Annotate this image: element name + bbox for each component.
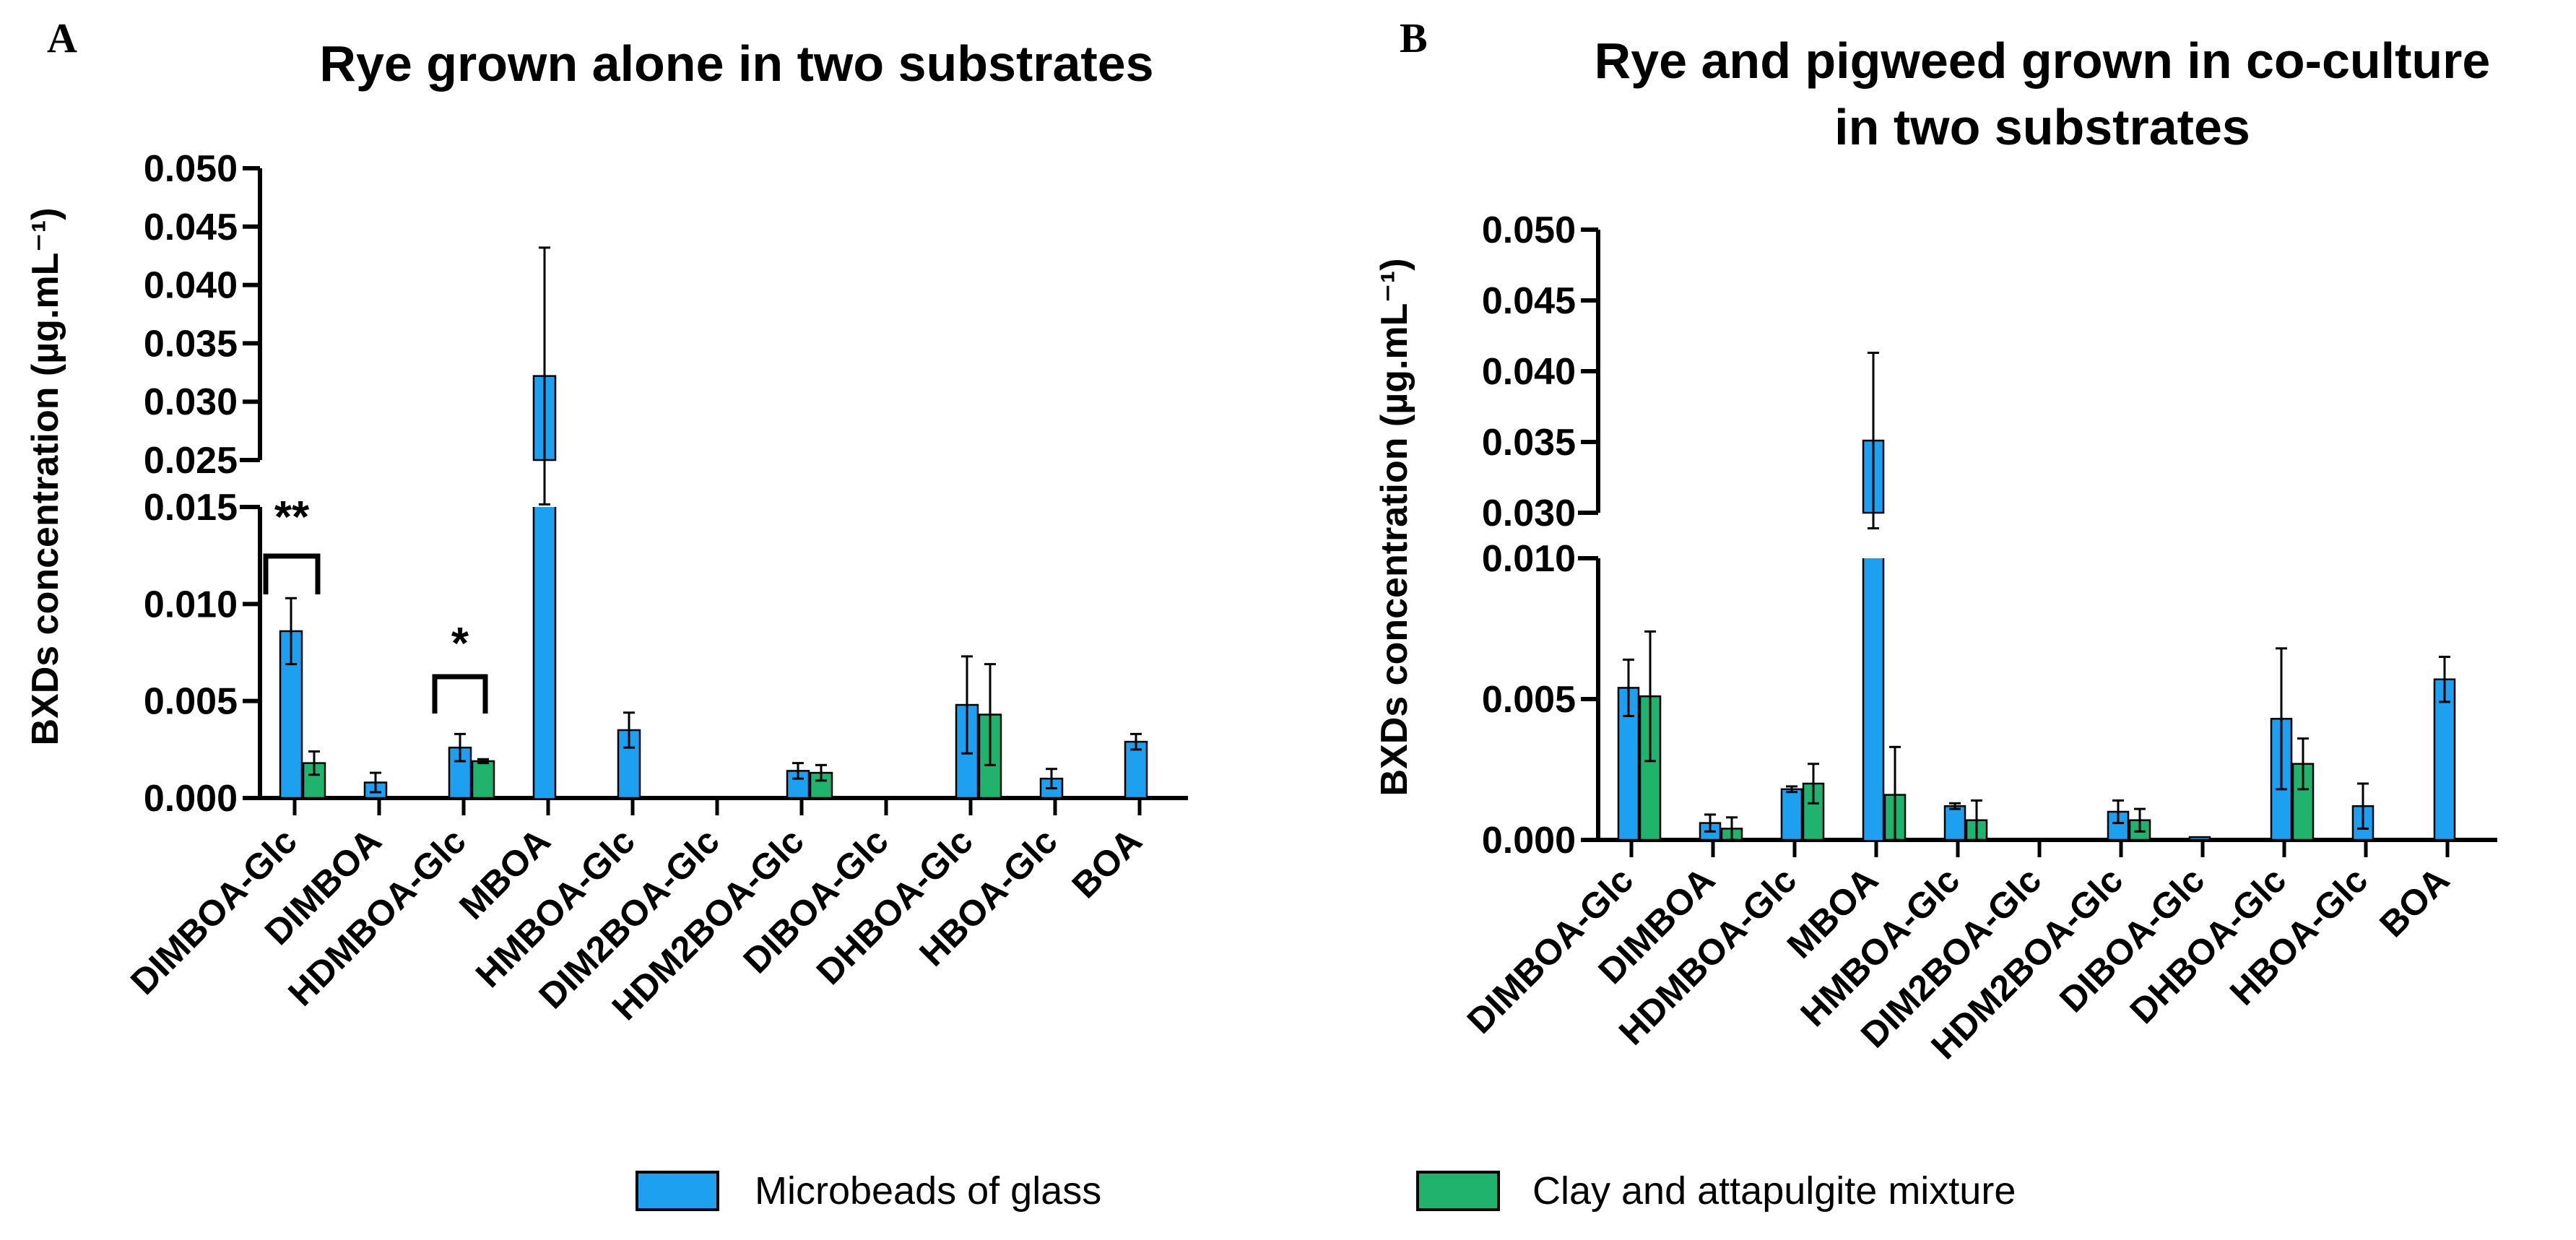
panel-a-y-tick-label-lower-2: 0.010 [144, 584, 238, 625]
panel-b-y-tick-label-upper-4: 0.050 [1482, 209, 1576, 251]
panel-a-bar-lower-s0-c3 [534, 507, 555, 798]
panel-a-y-tick-label-lower-3: 0.015 [144, 487, 238, 529]
legend-label-clay: Clay and attapulgite mixture [1532, 1169, 2016, 1213]
panel-b-title-line2: in two substrates [1834, 99, 2250, 155]
panel-b-y-tick-label-upper-2: 0.040 [1482, 351, 1576, 393]
panel-b-letter: B [1400, 14, 1428, 61]
panel-b-bar-lower-s0-c3 [1863, 558, 1883, 840]
panel-a-significance-label-1: * [451, 619, 469, 669]
panel-b-y-tick-label-lower-0: 0.000 [1482, 820, 1576, 862]
panel-a-chart: 0.000 0.005 0.010 0.015 0.025 0.030 0.035 0.040… [25, 148, 1188, 1028]
panel-a-y-tick-label-upper-5: 0.050 [144, 148, 238, 190]
legend-label-microbeads: Microbeads of glass [755, 1169, 1101, 1213]
panel-a-y-tick-label-upper-3: 0.040 [144, 265, 238, 307]
panel-b-y-tick-label-upper-0: 0.030 [1482, 493, 1576, 534]
panel-a-y-tick-label-lower-0: 0.000 [144, 778, 238, 820]
panel-b-y-tick-label-upper-1: 0.035 [1482, 422, 1576, 464]
panel-a-significance-bracket-0 [263, 553, 321, 594]
panel-b-bar-s0-c7 [2188, 836, 2211, 841]
panel-a-y-tick-label-upper-4: 0.045 [144, 207, 238, 248]
panel-b-bar-s0-c4 [1943, 805, 1966, 841]
panel-b-bar-s0-c10 [2433, 678, 2456, 841]
panel-a-category-label-10: BOA [1064, 820, 1150, 906]
panel-b-bar-s0-c2 [1780, 788, 1803, 841]
panel-b-category-label-10: BOA [2372, 859, 2457, 945]
panel-a-y-tick-label-upper-2: 0.035 [144, 323, 238, 365]
panel-a-bar-s0-c2 [448, 746, 472, 799]
panel-b-y-tick-label-lower-2: 0.010 [1482, 538, 1576, 580]
panel-a-bar-s1-c2 [471, 760, 495, 799]
panel-a-title: Rye grown alone in two substrates [319, 35, 1153, 92]
panel-a-y-tick-label-lower-1: 0.005 [144, 681, 238, 723]
panel-b-title-line1: Rye and pigweed grown in co-culture [1595, 32, 2491, 89]
panel-a-y-axis-label: BXDs concentration (µg.mL⁻¹) [25, 208, 66, 746]
legend-swatch-clay [1416, 1171, 1500, 1211]
panel-b-y-axis-label: BXDs concentration (µg.mL⁻¹) [1374, 259, 1415, 797]
panel-a-letter: A [47, 14, 77, 61]
panel-a-significance-bracket-1 [432, 674, 488, 714]
panel-b-y-tick-label-upper-3: 0.045 [1482, 280, 1576, 322]
panel-a-significance-label-0: ** [274, 493, 310, 542]
legend: Microbeads of glass Clay and attapulgite… [636, 1169, 2016, 1213]
panel-a-bar-s0-c10 [1124, 740, 1148, 799]
panel-b-y-tick-label-lower-1: 0.005 [1482, 679, 1576, 721]
panel-a-y-tick-label-upper-0: 0.025 [144, 440, 238, 482]
panel-a-y-tick-label-upper-1: 0.030 [144, 381, 238, 423]
legend-swatch-microbeads [636, 1171, 719, 1211]
